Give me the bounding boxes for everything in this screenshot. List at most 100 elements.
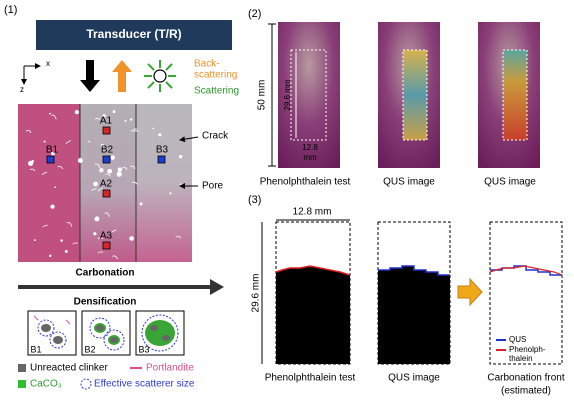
insets bbox=[89, 317, 111, 339]
direction-arrow bbox=[18, 279, 224, 295]
roi bbox=[290, 49, 528, 141]
inset-label: B2 bbox=[84, 344, 95, 354]
legend-label: Effective scatterer size bbox=[94, 379, 195, 390]
axes-icon bbox=[21, 63, 41, 85]
pore bbox=[99, 168, 104, 173]
panel-label: (1) bbox=[4, 4, 17, 16]
pore bbox=[107, 168, 113, 174]
roi bbox=[502, 49, 528, 141]
crack bbox=[175, 235, 182, 239]
pore bbox=[158, 133, 162, 137]
height-label: 50 mm bbox=[257, 80, 268, 111]
insets bbox=[162, 335, 170, 341]
measure-points bbox=[102, 189, 111, 198]
caption: QUS image bbox=[484, 177, 536, 188]
crack bbox=[65, 140, 72, 144]
pore bbox=[74, 109, 80, 115]
backscattering-label: scattering bbox=[194, 70, 237, 81]
panel-3: (3) 12.8 mm 29.6 mm QUS Phenolph- thalei… bbox=[248, 194, 565, 397]
crack bbox=[112, 255, 118, 260]
insets bbox=[141, 314, 179, 352]
crack bbox=[97, 251, 104, 254]
measure-points bbox=[46, 126, 166, 250]
carbonation-label: Carbonation bbox=[76, 268, 135, 279]
pore bbox=[54, 186, 57, 188]
pore bbox=[28, 160, 34, 166]
pore bbox=[169, 192, 172, 195]
point-label: B3 bbox=[156, 145, 169, 156]
legend-label: Phenolph- bbox=[509, 345, 546, 354]
crack bbox=[121, 167, 128, 170]
scatter-icon bbox=[165, 63, 173, 71]
region-carbonated bbox=[18, 104, 80, 262]
pore bbox=[94, 216, 100, 222]
crack bbox=[131, 181, 138, 185]
pore bbox=[77, 158, 83, 163]
pores bbox=[25, 109, 183, 260]
qus-map bbox=[503, 50, 527, 140]
crack bbox=[41, 171, 48, 175]
point-label: B1 bbox=[46, 145, 59, 156]
region-uncarbonated bbox=[136, 104, 192, 262]
insets bbox=[150, 325, 158, 331]
legend-swatch bbox=[18, 380, 26, 388]
axis-z: z bbox=[20, 85, 24, 94]
pore bbox=[117, 167, 123, 172]
scattering-label: Scattering bbox=[194, 86, 239, 97]
measure-points bbox=[157, 155, 166, 164]
qus-front bbox=[378, 265, 450, 276]
pore bbox=[43, 140, 46, 143]
roi bbox=[489, 221, 563, 365]
crack bbox=[29, 168, 36, 172]
roi-width-label: mm bbox=[303, 153, 317, 162]
point-label: B2 bbox=[101, 145, 114, 156]
crack-label: Crack bbox=[202, 131, 229, 142]
insets bbox=[49, 331, 67, 349]
pore bbox=[110, 155, 116, 160]
insets bbox=[41, 324, 51, 332]
pore bbox=[100, 143, 105, 148]
crack bbox=[51, 114, 57, 120]
width-label: 12.8 mm bbox=[293, 207, 332, 218]
crack bbox=[42, 224, 48, 228]
crack bbox=[105, 173, 111, 177]
transducer-label: Transducer (T/R) bbox=[86, 27, 181, 41]
densification-label: Densification bbox=[74, 297, 137, 308]
insets bbox=[81, 310, 131, 356]
pore bbox=[88, 140, 91, 143]
legend-label: QUS bbox=[509, 335, 526, 344]
crack bbox=[110, 229, 117, 233]
scatter-icon bbox=[144, 60, 176, 92]
insets bbox=[145, 320, 175, 346]
insets bbox=[37, 319, 55, 337]
pore bbox=[64, 250, 68, 253]
roi bbox=[402, 49, 428, 141]
measure-points bbox=[46, 155, 55, 164]
panel-1: (1) Transducer (T/R) x z Back- scatterin… bbox=[4, 4, 239, 390]
pore bbox=[60, 239, 63, 242]
crack bbox=[131, 128, 137, 132]
point-label: A2 bbox=[100, 179, 113, 190]
crack bbox=[97, 187, 103, 192]
insets bbox=[53, 336, 63, 344]
pore bbox=[124, 119, 127, 122]
pore bbox=[116, 171, 122, 177]
crack bbox=[104, 212, 110, 217]
caption: QUS image bbox=[388, 373, 440, 384]
point-label: A3 bbox=[100, 231, 113, 242]
scatter-icon bbox=[147, 81, 155, 89]
incident-arrow bbox=[80, 60, 100, 92]
caption: Phenolphthalein test bbox=[265, 373, 356, 384]
crack bbox=[94, 163, 101, 168]
legend-label: thalein bbox=[509, 354, 533, 363]
backscattering-label: Back- bbox=[194, 59, 220, 70]
pore bbox=[178, 155, 183, 159]
pore bbox=[51, 151, 55, 156]
point-label: A1 bbox=[100, 116, 113, 127]
pore bbox=[49, 254, 52, 258]
inset-label: B3 bbox=[138, 344, 149, 354]
measure-points bbox=[102, 241, 111, 250]
carbonated-region bbox=[276, 266, 350, 364]
pore bbox=[33, 239, 36, 242]
